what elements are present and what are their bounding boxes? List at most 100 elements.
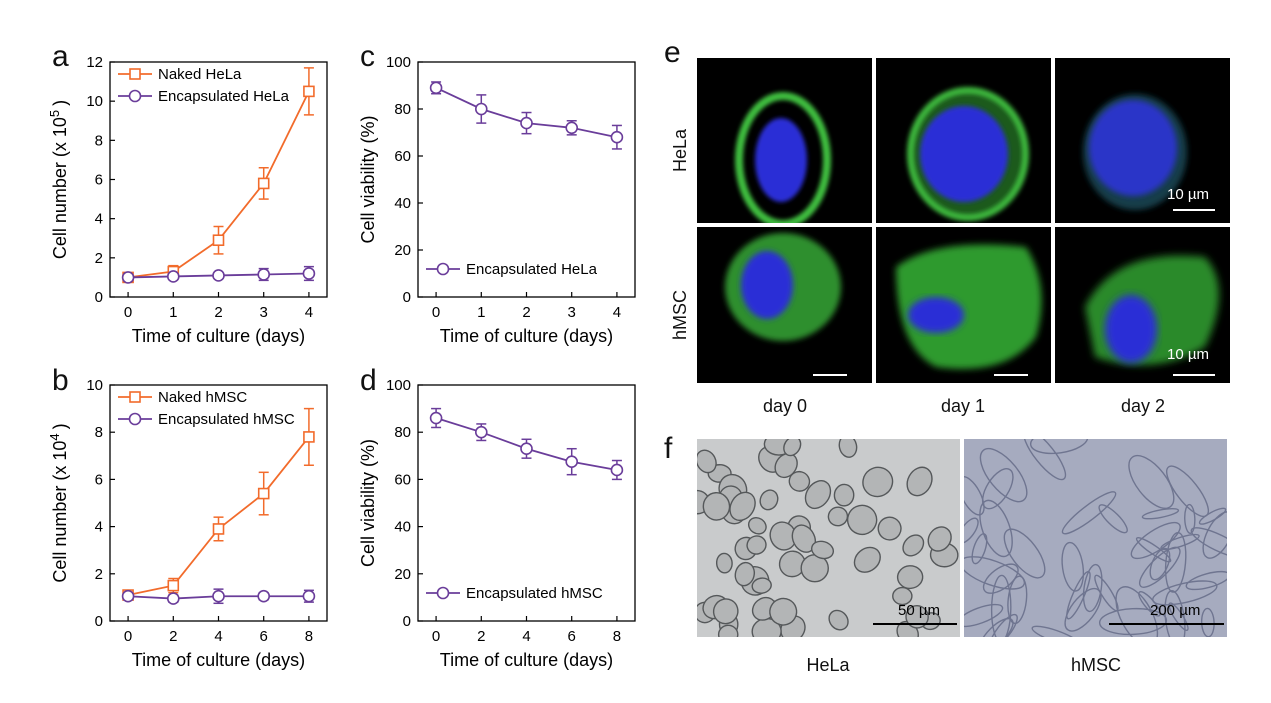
data-point [429, 411, 443, 425]
data-point [520, 442, 533, 456]
data-point [257, 177, 270, 190]
cell [964, 517, 979, 544]
data-point [212, 589, 225, 603]
y-axis-label-text: Cell viability (%) [358, 439, 378, 567]
data-point [303, 431, 315, 443]
series-line [127, 436, 310, 596]
cell [734, 561, 756, 587]
label-hela-bf: HeLa [806, 655, 850, 675]
x-tick-label: 3 [260, 304, 268, 321]
x-tick-label: 2 [214, 304, 222, 321]
cell [729, 491, 756, 522]
y-tick-label: 6 [95, 172, 103, 189]
y-tick-label: 80 [394, 101, 411, 118]
cell [1007, 575, 1028, 625]
data-point [474, 102, 488, 116]
micrograph-hmsc-day1 [876, 227, 1051, 383]
y-tick-label: 100 [386, 377, 411, 394]
legend-label: Naked HeLa [158, 66, 242, 83]
legend-label: Encapsulated HeLa [466, 261, 598, 278]
y-tick-label: 40 [394, 519, 411, 536]
micrograph-hela-day1 [876, 58, 1051, 223]
y-tick-label: 0 [95, 613, 103, 630]
cell [717, 624, 739, 637]
data-point [257, 487, 270, 500]
x-tick-label: 3 [568, 304, 576, 321]
legend-marker [129, 68, 141, 80]
y-axis-label-text: Cell viability (%) [358, 115, 378, 243]
y-tick-label: 0 [95, 289, 103, 306]
legend-label: Encapsulated hMSC [466, 585, 603, 602]
cell [791, 524, 817, 553]
cell [1061, 541, 1085, 592]
cell [981, 468, 1014, 510]
cell [788, 470, 811, 492]
cell [1138, 546, 1181, 588]
y-axis-label-exponent: 4 [47, 433, 62, 440]
cell [712, 598, 739, 625]
y-axis-label-text: Cell number (x 10 [50, 441, 70, 583]
x-tick-label: 4 [305, 304, 313, 321]
scale-label-hela: 10 µm [1167, 186, 1209, 203]
x-tick-label: 2 [522, 304, 530, 321]
y-tick-label: 4 [95, 519, 103, 536]
cell [896, 565, 924, 590]
cell [982, 563, 1019, 594]
data-point [212, 269, 225, 282]
x-tick-label: 1 [169, 304, 177, 321]
brightfield-hmsc [964, 439, 1227, 637]
y-tick-label: 10 [86, 93, 103, 110]
data-point [302, 267, 316, 280]
panel-letter-f: f [664, 432, 673, 465]
micrograph-hela-day2 [1055, 58, 1230, 223]
x-tick-label: 6 [260, 628, 268, 645]
x-axis-label: Time of culture (days) [132, 650, 305, 670]
x-tick-label: 0 [432, 304, 440, 321]
cell [877, 516, 902, 541]
cell [827, 506, 849, 527]
panel-letter-c: c [360, 40, 375, 73]
data-point [610, 463, 624, 477]
data-point [121, 271, 135, 284]
cell [804, 480, 832, 510]
x-tick-label: 4 [613, 304, 621, 321]
x-tick-label: 2 [169, 628, 177, 645]
y-tick-label: 40 [394, 195, 411, 212]
x-tick-label: 4 [522, 628, 530, 645]
cell [715, 552, 733, 574]
cell [746, 535, 767, 555]
panel-letter-e: e [664, 36, 681, 69]
legend-marker [128, 412, 142, 426]
cell [846, 504, 878, 536]
cell [1082, 563, 1103, 613]
cell [810, 540, 835, 560]
cell [971, 533, 988, 565]
x-tick-label: 8 [613, 628, 621, 645]
row-label-hmsc: hMSC [670, 289, 690, 340]
y-axis-label: Cell number (x 105) [47, 100, 70, 259]
y-tick-label: 80 [394, 424, 411, 441]
label-hmsc-bf: hMSC [1070, 655, 1121, 675]
data-point [257, 589, 271, 603]
x-tick-label: 1 [477, 304, 485, 321]
micrograph-hmsc-day2 [1055, 227, 1230, 383]
y-tick-label: 6 [95, 471, 103, 488]
legend-label: Encapsulated hMSC [158, 411, 295, 428]
cell [853, 546, 881, 573]
legend-marker [436, 586, 450, 600]
cell [964, 476, 985, 516]
cell [783, 439, 802, 457]
y-tick-label: 0 [403, 613, 411, 630]
data-point [565, 121, 579, 135]
cell [1200, 607, 1215, 637]
col-label-day2: day 2 [1120, 396, 1166, 416]
y-tick-label: 10 [86, 377, 103, 394]
cell [759, 489, 779, 511]
cell [1184, 503, 1196, 535]
cell [838, 439, 858, 458]
y-axis-label: Cell viability (%) [358, 439, 378, 567]
cell [1190, 527, 1227, 559]
cell [927, 526, 952, 552]
x-tick-label: 6 [568, 628, 576, 645]
